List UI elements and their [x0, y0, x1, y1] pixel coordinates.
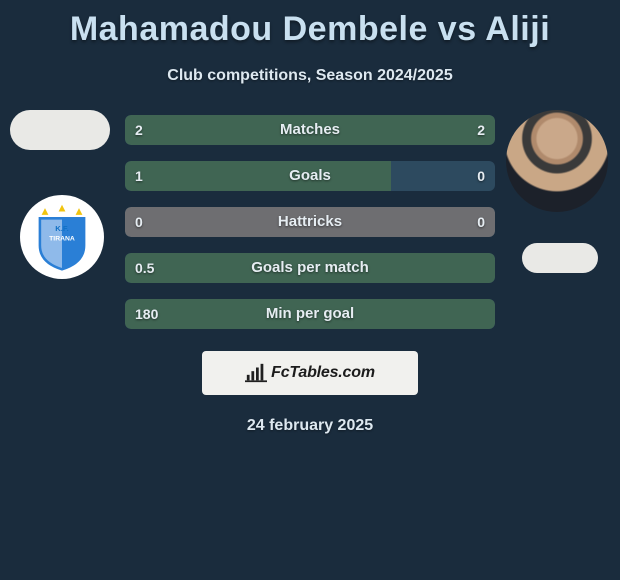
- stat-label: Min per goal: [125, 299, 495, 329]
- page-subtitle: Club competitions, Season 2024/2025: [0, 67, 620, 85]
- svg-text:TIRANA: TIRANA: [49, 235, 75, 242]
- brand-text: FcTables.com: [271, 364, 375, 382]
- stat-row: 00Hattricks: [125, 207, 495, 237]
- stat-label: Matches: [125, 115, 495, 145]
- stat-label: Hattricks: [125, 207, 495, 237]
- brand-chart-icon: [245, 362, 267, 384]
- club-left-crest-icon: K.F. TIRANA: [28, 203, 96, 271]
- stat-row: 22Matches: [125, 115, 495, 145]
- stat-row: 0.5Goals per match: [125, 253, 495, 283]
- stat-label: Goals: [125, 161, 495, 191]
- brand-badge[interactable]: FcTables.com: [202, 351, 418, 395]
- stat-row: 180Min per goal: [125, 299, 495, 329]
- svg-text:K.F.: K.F.: [55, 224, 69, 233]
- club-left-badge: K.F. TIRANA: [20, 195, 104, 279]
- club-right-badge: [522, 243, 598, 273]
- stat-label: Goals per match: [125, 253, 495, 283]
- comparison-panel: K.F. TIRANA 22Matches 10Goals 00Hattricks 0…: [0, 115, 620, 435]
- stats-bars: 22Matches 10Goals 00Hattricks 0.5Goals per …: [125, 115, 495, 329]
- player-left-avatar: [10, 110, 110, 150]
- page-title: Mahamadou Dembele vs Aliji: [0, 0, 620, 49]
- snapshot-date: 24 february 2025: [0, 417, 620, 435]
- stat-row: 10Goals: [125, 161, 495, 191]
- player-right-avatar: [506, 110, 608, 212]
